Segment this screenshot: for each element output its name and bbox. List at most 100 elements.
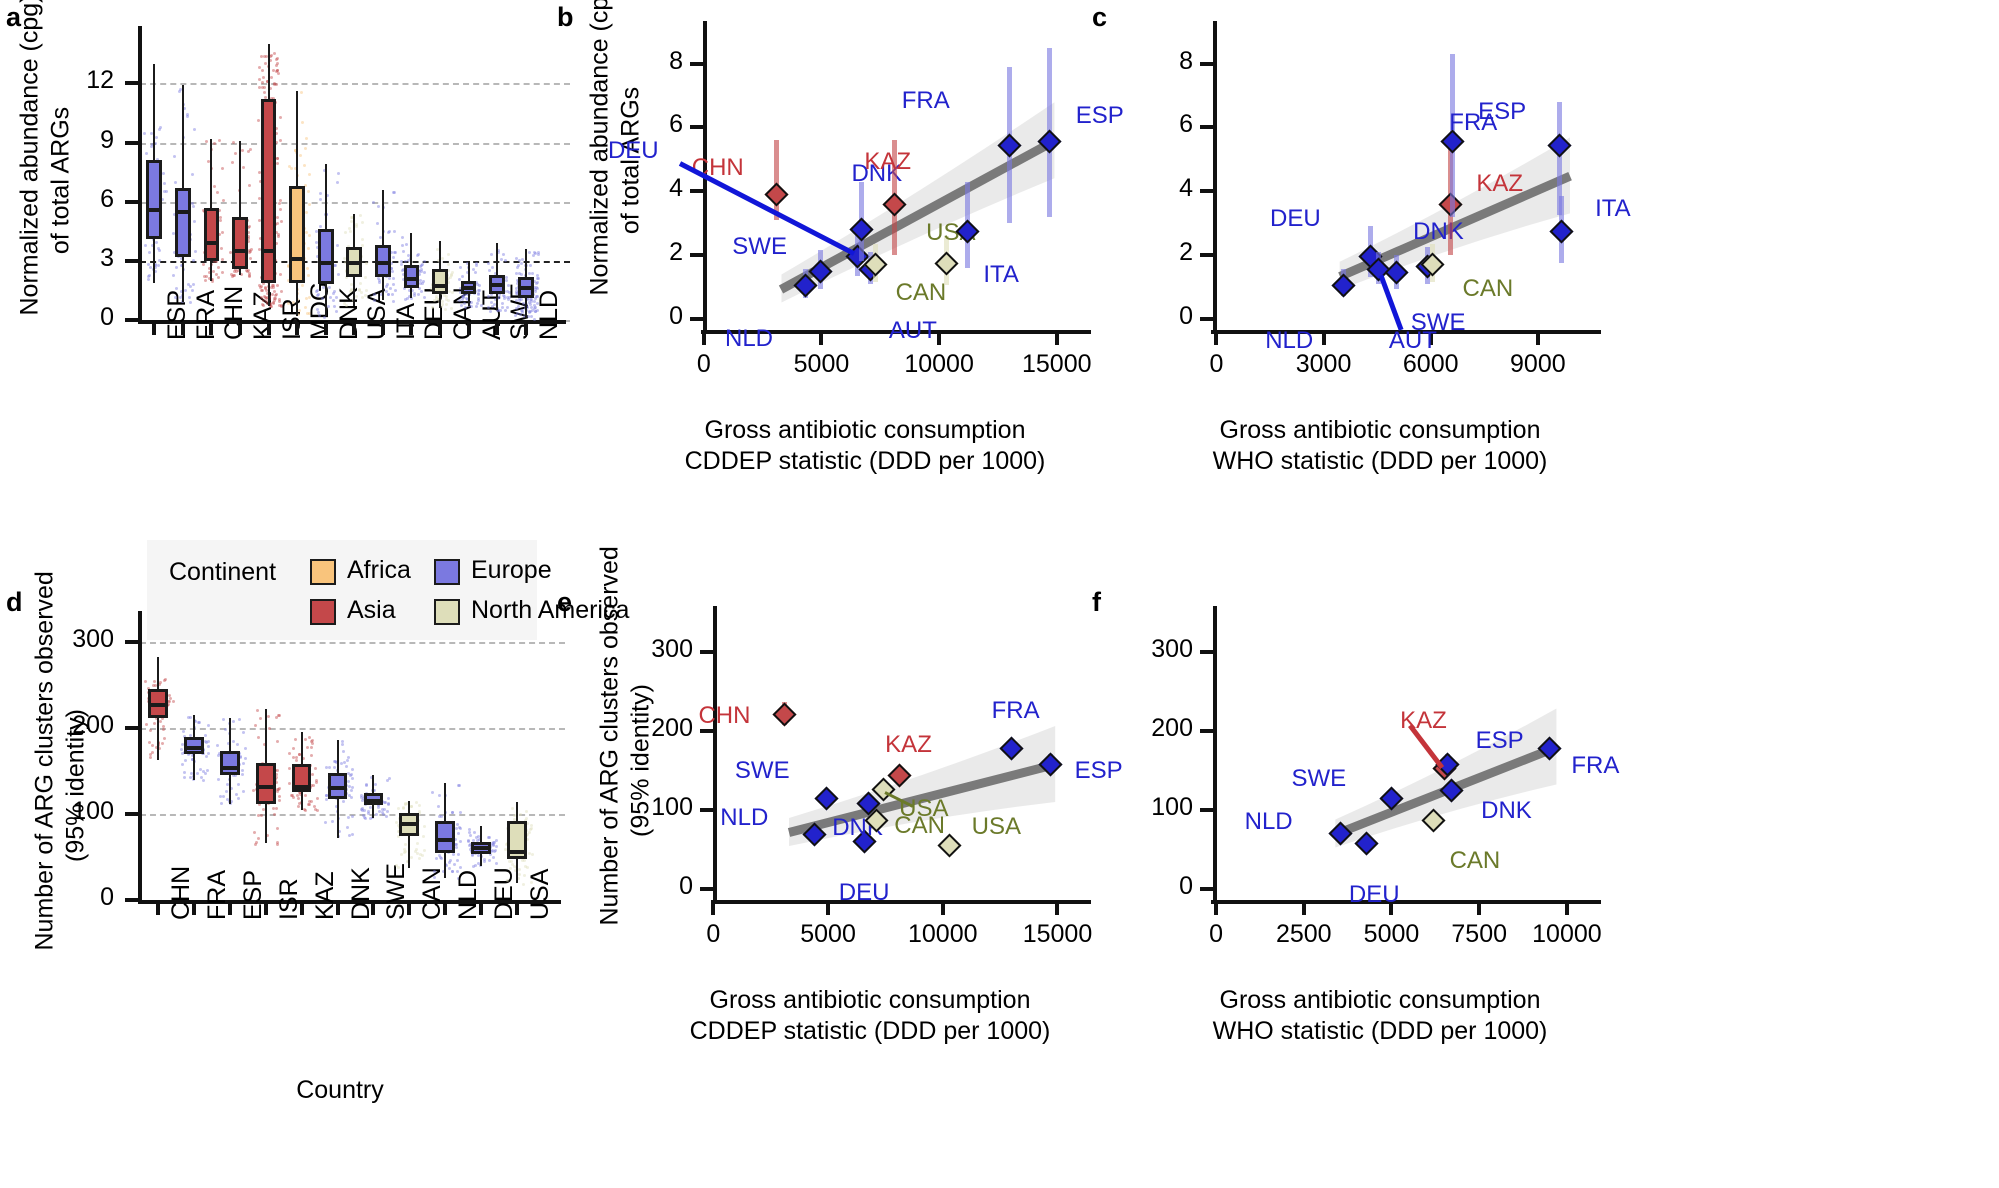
jitter-point <box>477 288 481 292</box>
jitter-point <box>203 771 207 775</box>
jitter-point <box>288 782 292 786</box>
jitter-point <box>286 301 290 305</box>
jitter-point <box>364 784 368 788</box>
jitter-point <box>179 296 183 300</box>
jitter-point <box>537 251 541 255</box>
jitter-point <box>235 743 239 747</box>
jitter-point <box>525 817 529 821</box>
y-tick <box>125 318 138 322</box>
x-tick <box>1214 332 1219 345</box>
jitter-point <box>527 309 531 313</box>
jitter-point <box>263 296 267 300</box>
jitter-point <box>326 304 330 308</box>
jitter-point <box>515 278 519 282</box>
point-label-dnk: DNK <box>1413 218 1464 246</box>
jitter-point <box>271 301 275 305</box>
panel-b-plot: 0 2 4 6 8 0 5000 10000 15000 CHN NLD SWE DEU DNK AUT CA… <box>608 21 1124 378</box>
jitter-point <box>174 266 178 270</box>
jitter-point <box>496 249 500 253</box>
jitter-point <box>534 252 538 256</box>
jitter-point <box>475 305 479 309</box>
point-label-fra: FRA <box>901 87 950 115</box>
jitter-point <box>260 288 264 292</box>
jitter-point <box>395 863 399 867</box>
jitter-point <box>192 283 196 287</box>
jitter-point <box>472 831 476 834</box>
jitter-point <box>251 789 255 793</box>
jitter-point <box>490 850 494 854</box>
jitter-point <box>276 62 280 66</box>
y-tick-label: 2 <box>669 238 683 267</box>
jitter-point <box>507 283 511 287</box>
jitter-point <box>279 208 283 211</box>
point-label-dnk: DNK <box>1481 796 1532 824</box>
jitter-point <box>192 128 196 132</box>
jitter-point <box>532 279 536 283</box>
jitter-point <box>202 274 206 278</box>
jitter-point <box>204 733 208 737</box>
jitter-point <box>335 295 339 299</box>
jitter-point <box>306 190 310 194</box>
jitter-point <box>403 297 407 301</box>
jitter-point <box>444 303 448 307</box>
jitter-point <box>527 250 531 254</box>
jitter-point <box>315 288 319 292</box>
median-line <box>260 248 277 253</box>
y-tick <box>1200 649 1213 654</box>
jitter-point <box>531 254 535 258</box>
jitter-point <box>528 310 532 314</box>
jitter-point <box>303 737 307 741</box>
jitter-point <box>230 161 234 165</box>
jitter-point <box>173 154 177 158</box>
jitter-point <box>298 801 302 805</box>
jitter-point <box>197 721 201 725</box>
jitter-point <box>450 811 454 814</box>
jitter-point <box>437 258 441 262</box>
y-tick-label: 100 <box>651 792 693 821</box>
jitter-point <box>181 743 185 747</box>
jitter-point <box>416 851 420 855</box>
jitter-point <box>147 250 151 254</box>
box <box>432 268 448 295</box>
jitter-point <box>269 55 273 59</box>
y-tick <box>125 81 138 86</box>
jitter-point <box>148 273 152 277</box>
jitter-point <box>533 288 537 292</box>
jitter-point <box>533 296 537 300</box>
jitter-point <box>431 790 435 794</box>
jitter-point <box>476 854 480 858</box>
jitter-point <box>273 52 277 56</box>
jitter-point <box>272 290 276 294</box>
jitter-point <box>183 107 187 111</box>
jitter-point <box>407 259 411 263</box>
panel-d: d Number of ARG clusters observed (95% id… <box>0 571 565 1185</box>
jitter-point <box>257 86 261 90</box>
jitter-point <box>270 304 274 308</box>
jitter-point <box>181 729 185 733</box>
jitter-point <box>528 300 532 304</box>
jitter-point <box>276 157 280 161</box>
point-label-aut: AUT <box>888 317 937 345</box>
jitter-point <box>361 799 365 803</box>
jitter-point <box>384 815 388 819</box>
jitter-point <box>324 793 328 797</box>
jitter-point <box>269 303 273 307</box>
jitter-point <box>415 841 419 845</box>
y-tick-label: 6 <box>1179 110 1193 139</box>
y-axis-line <box>713 606 717 900</box>
gridline <box>140 728 565 731</box>
jitter-point <box>335 180 339 184</box>
jitter-point <box>248 274 252 278</box>
y-tick-label: 2 <box>1179 238 1193 267</box>
jitter-point <box>419 263 423 267</box>
jitter-point <box>364 262 368 266</box>
x-tick <box>335 902 340 915</box>
jitter-point <box>228 250 232 254</box>
jitter-point <box>163 678 167 682</box>
jitter-point <box>259 285 263 289</box>
jitter-point <box>403 803 407 807</box>
jitter-point <box>240 768 244 772</box>
jitter-point <box>247 149 251 153</box>
jitter-point <box>180 763 184 767</box>
jitter-point <box>400 244 404 248</box>
